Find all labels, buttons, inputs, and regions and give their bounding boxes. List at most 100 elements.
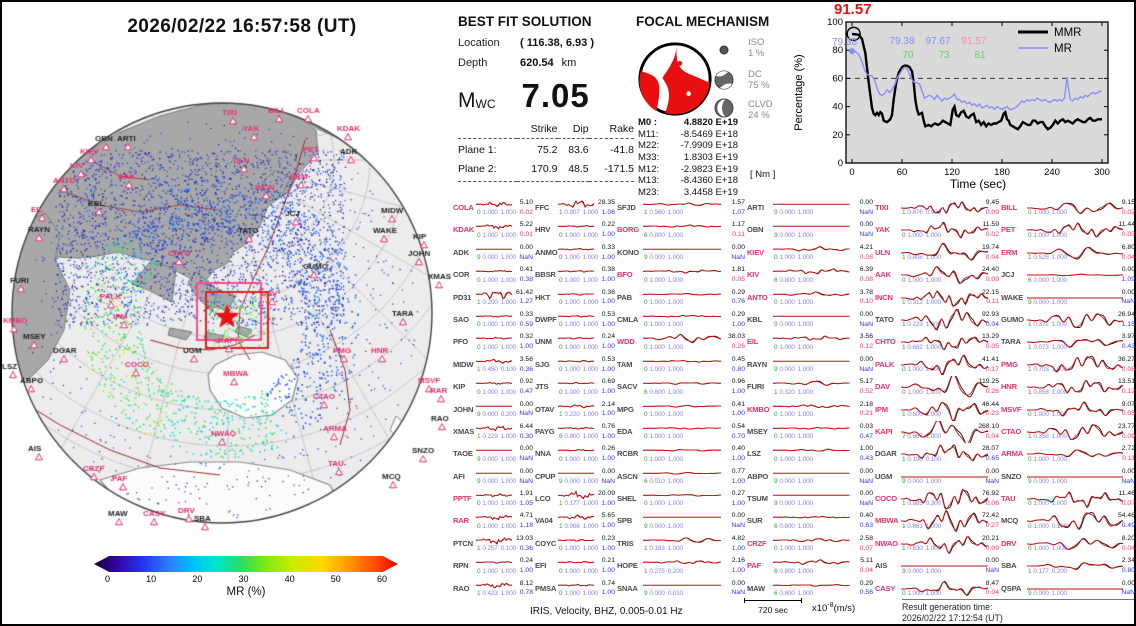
station-code: COLA (453, 203, 474, 212)
amp-and-residual: 3.78 0.10 (859, 288, 873, 306)
waveform-SJG (558, 359, 595, 362)
colorbar-tick: 30 (238, 574, 249, 584)
waveform-SACV (643, 382, 722, 385)
station-code: PALK (875, 359, 895, 369)
waveform-KIV (773, 268, 850, 275)
fit-numbers: 1 0.881 1.000 (902, 522, 941, 530)
amp-and-residual: 0.23 1.00 (601, 534, 615, 552)
station-cell-TRIS: TRIS 1 0.183 1.000 4.82 1.00 (616, 533, 746, 555)
station-code: ANMO (535, 247, 558, 257)
waveform-RAR (476, 515, 513, 521)
waveform-PAB (643, 292, 721, 295)
station-code: UNM (535, 337, 552, 347)
station-code: KIEV (747, 247, 764, 257)
amp-and-residual: 0.24 1.00 (519, 557, 533, 575)
amp-and-residual: 9.45 0.09 (985, 199, 999, 216)
station-code: LSZ (747, 449, 761, 459)
station-code: YAK (875, 225, 890, 235)
waveform-DAV (901, 376, 988, 398)
svg-text:97.67: 97.67 (925, 36, 950, 47)
amp-and-residual: 0.38 1.00 (601, 266, 615, 284)
station-cell-KMBO: KMBO 0 1.000 1.000 2.18 0.21 (746, 399, 874, 421)
fit-numbers: 6 0.800 1.000 (559, 433, 598, 441)
station-code: PFO (453, 337, 469, 347)
station-cell-RCBR: RCBR 0 1.000 1.000 0.40 1.00 (616, 443, 746, 465)
station-cell-INCN: INCN 1 0.312 1.000 22.15 0.11 (874, 287, 1000, 309)
tensor-row-1: M11: -8.5469 E+18 (638, 128, 738, 140)
waveform-YAK (901, 222, 988, 240)
amp-and-residual: 0.00 NaN (1121, 579, 1135, 597)
station-cell-IPM: IPM 1 0.800 1.000 46.44 0.23 (874, 399, 1000, 421)
nodal-planes-table: Strike Dip Rake Plane 1: 75.2 83.6 -41.8… (458, 121, 634, 182)
fit-numbers: 1 0.312 1.000 (902, 298, 941, 306)
tensor-row-6: M23: 3.4458 E+19 (638, 187, 738, 199)
station-code: CMLA (617, 314, 639, 324)
station-code: QSPA (1001, 583, 1022, 593)
fit-numbers: 0 1.000 1.000 (559, 321, 598, 329)
colorbar-tick: 40 (284, 574, 295, 584)
colorbar-tick: 20 (192, 574, 203, 584)
waveform-MCQ (1027, 512, 1124, 531)
station-code: OTAV (535, 404, 555, 414)
station-code: COR (453, 270, 470, 280)
station-code: SUR (747, 516, 763, 526)
waveform-PPTF (476, 493, 513, 498)
fit-numbers: 9 0.000 0.010 (644, 590, 683, 598)
station-cell-KONO: KONO 9 0.000 1.000 0.00 NaN (616, 242, 746, 264)
colorbar: 0 10 20 30 40 50 60 MR (%) (94, 556, 398, 598)
map-canvas (0, 0, 452, 560)
amp-and-residual: 11.46 0.07 (1118, 490, 1135, 507)
waveform-ERM (1027, 246, 1124, 260)
amp-and-residual: 0.00 NaN (519, 400, 533, 418)
fit-numbers: 0 1.000 1.000 (559, 388, 598, 396)
fit-numbers: 9 0.000 1.000 (774, 500, 813, 508)
fit-numbers: 0 1.000 1.000 (774, 254, 813, 262)
station-cell-ADK: ADK 9 0.000 1.000 0.00 NaN (452, 242, 534, 264)
station-cell-CASY: CASY 0 1.000 1.000 8.47 0.04 (874, 578, 1000, 600)
colorbar-tick: 0 (105, 574, 111, 584)
waveform-TSUM (773, 494, 850, 496)
colorbar-tick: 10 (146, 574, 157, 584)
depth-unit: km (561, 57, 577, 69)
mr-start-marker (849, 48, 855, 55)
amp-and-residual: 0.24 1.00 (601, 333, 615, 351)
amp-and-residual: 0.00 NaN (731, 512, 745, 530)
waveform-WAKE (1027, 297, 1123, 299)
fit-numbers: 0 1.000 1.000 (559, 276, 598, 284)
station-cell-CHTO: CHTO 1 0.682 1.000 13.29 0.05 (874, 331, 1000, 353)
station-column-1: COLA 0 1.000 1.000 5.10 0.02 KDAK 0 1.000 1.000 5.… (452, 197, 534, 601)
station-code: PTCN (453, 538, 473, 548)
station-code: SFJD (617, 203, 636, 212)
fit-numbers: 1 0.320 1.000 (774, 388, 813, 396)
waveform-ASCN (643, 471, 722, 475)
fit-numbers: 7 0.687 1.000 (902, 433, 941, 441)
amp-and-residual: 1.91 1.05 (519, 490, 533, 507)
colorbar-tick: 60 (376, 574, 387, 584)
station-code: HRV (535, 225, 551, 235)
station-code: CASY (875, 583, 896, 593)
amp-and-residual: 19.74 0.04 (981, 243, 999, 261)
station-cell-KDAK: KDAK 0 1.000 1.000 5.22 0.01 (452, 219, 534, 241)
station-cell-AFI: AFI 9 0.000 1.000 0.00 NaN (452, 466, 534, 488)
iso-component: ISO 1 % (748, 37, 765, 59)
amp-and-residual: 0.00 NaN (1121, 467, 1135, 485)
waveform-UGM (901, 476, 988, 478)
station-cell-EDA: EDA 0 1.000 1.000 0.54 0.70 (616, 421, 746, 443)
waveform-PMSA (558, 583, 595, 587)
waveform-COLA (476, 201, 513, 208)
svg-text:80: 80 (832, 45, 843, 56)
station-code: HKT (535, 292, 551, 302)
station-code: ABPO (747, 471, 769, 481)
station-cell-MSEY: MSEY 0 1.000 1.000 0.03 0.47 (746, 421, 874, 443)
waveform-BILL (1027, 202, 1124, 214)
station-cell-ANTO: ANTO 0 1.000 1.000 3.78 0.10 (746, 287, 874, 309)
station-code: DGAR (875, 449, 897, 459)
amp-and-residual: 0.00 NaN (859, 490, 873, 507)
amp-and-residual: 5.11 0.04 (859, 557, 873, 575)
fit-numbers: 0 1.000 1.000 (559, 567, 598, 575)
station-code: ADK (453, 247, 469, 257)
station-cell-KBL: KBL 9 0.000 1.000 0.00 NaN (746, 309, 874, 331)
station-cell-RAYN: RAYN 9 0.000 1.000 0.00 NaN (746, 354, 874, 376)
iso-beachball-icon (719, 45, 729, 55)
station-cell-GUMO: GUMO 1 0.372 1.000 26.94 1.15 (1000, 309, 1136, 331)
